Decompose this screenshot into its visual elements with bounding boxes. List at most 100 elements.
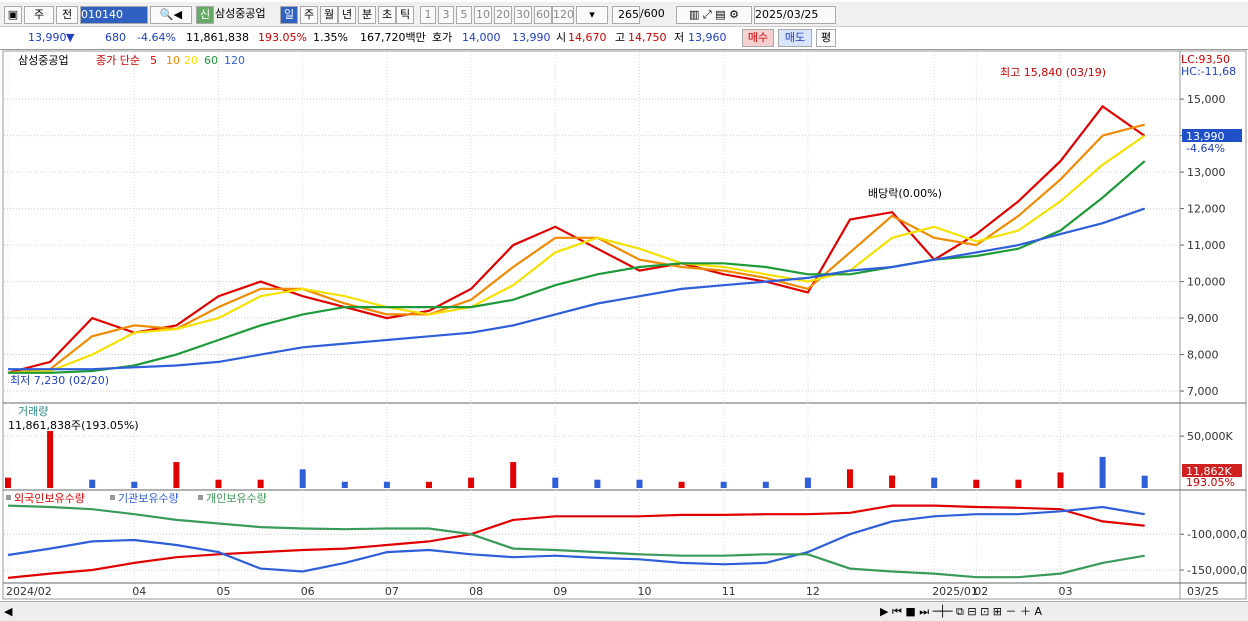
last-volume: 11,862K xyxy=(1186,465,1232,478)
change: 680 xyxy=(105,31,126,44)
toolbar: ▣ 주 전 010140 🔍◀ 신 삼성중공업 일 주 월 년 분 초 틱 1 … xyxy=(0,2,1248,27)
icon[interactable]: 신 xyxy=(196,6,214,24)
icon[interactable]: 🔍◀ xyxy=(150,6,192,24)
tools[interactable]: ▥ ⤢ ▤ ⚙ xyxy=(676,6,752,24)
x-tick-label: 04 xyxy=(132,585,146,598)
y-tick-label: 9,000 xyxy=(1187,312,1219,325)
series-line xyxy=(7,504,1145,579)
volume-bar xyxy=(5,477,11,488)
arrow: ▼ xyxy=(66,31,75,44)
price-box xyxy=(1182,129,1242,142)
legend-entry: 60 xyxy=(204,54,218,67)
volume-bar xyxy=(1015,479,1022,488)
interval-btn[interactable]: 3 xyxy=(438,6,454,24)
x-tick-label: 10 xyxy=(638,585,652,598)
code-input[interactable]: 010140 xyxy=(80,6,148,24)
volume-bar xyxy=(973,479,980,488)
series-line xyxy=(7,123,1145,374)
turnover: 1.35% xyxy=(313,31,348,44)
volume-bar xyxy=(594,479,601,488)
axis-note: HC:-11,68 xyxy=(1181,65,1236,78)
interval-btn[interactable]: 60 xyxy=(534,6,552,24)
date-input[interactable]: 2025/03/25 xyxy=(754,6,836,24)
volume: 11,861,838 xyxy=(186,31,249,44)
period-btn[interactable]: 주 xyxy=(300,6,318,24)
y-tick-label: 8,000 xyxy=(1187,349,1219,362)
price: 13,990 xyxy=(28,31,67,44)
y-tick-label: 11,000 xyxy=(1187,239,1226,252)
period-btn[interactable]: 초 xyxy=(378,6,396,24)
x-tick-label: 2024/02 xyxy=(6,585,52,598)
dropdown[interactable]: ▾ xyxy=(576,6,608,24)
volume-bar xyxy=(426,481,432,488)
legend-swatch xyxy=(6,495,11,500)
x-tick-label: 03 xyxy=(1059,585,1073,598)
count-max: /600 xyxy=(640,7,665,20)
interval-btn[interactable]: 10 xyxy=(474,6,492,24)
period-btn[interactable]: 틱 xyxy=(396,6,414,24)
bid: 13,990 xyxy=(512,31,551,44)
stock-name: 삼성중공업 xyxy=(215,7,266,20)
volume-box xyxy=(1182,464,1242,477)
period-btn[interactable]: 년 xyxy=(338,6,356,24)
panel-subtitle: 11,861,838주(193.05%) xyxy=(8,419,139,432)
legend-swatch xyxy=(110,495,115,500)
scroll-left[interactable]: ◀ xyxy=(4,605,13,618)
x-tick-label: 06 xyxy=(301,585,315,598)
period-btn[interactable]: 일 xyxy=(280,6,298,24)
legend-entry: 120 xyxy=(224,54,245,67)
y-tick-label: 7,000 xyxy=(1187,385,1219,398)
label: 호가 xyxy=(432,31,453,44)
legend-entry: 기관보유수량 xyxy=(118,492,179,505)
interval-btn[interactable]: 1 xyxy=(420,6,436,24)
interval-btn[interactable]: 20 xyxy=(494,6,512,24)
interval-btn[interactable]: 120 xyxy=(552,6,574,24)
legend-entry: 5 xyxy=(150,54,157,67)
axis-note: LC:93,50 xyxy=(1181,53,1230,66)
avg-button[interactable]: 평 xyxy=(816,29,836,47)
legend-label: 종가 단순 xyxy=(96,54,140,67)
interval-btn[interactable]: 30 xyxy=(514,6,532,24)
y-tick-label: 12,000 xyxy=(1187,203,1226,216)
buy-button[interactable]: 매수 xyxy=(742,29,774,47)
period-btn[interactable]: 분 xyxy=(358,6,376,24)
legend-entry: 20 xyxy=(184,54,198,67)
y-tick-label: 50,000K xyxy=(1187,430,1233,443)
volume-bar xyxy=(804,477,811,488)
market-select[interactable]: 전 xyxy=(56,6,78,24)
amount: 167,720백만 xyxy=(360,31,426,44)
end-date: 03/25 xyxy=(1187,585,1219,598)
interval-btn[interactable]: 5 xyxy=(456,6,472,24)
scrollbar[interactable]: ◀ ▶ ⏮ ■ ⏭ ─┼─ ⧉ ⊟ ⊡ ⊞ － ＋ A xyxy=(0,601,1248,621)
volume-bar xyxy=(889,475,896,488)
y-tick-label: 15,000 xyxy=(1187,93,1226,106)
legend-entry: 외국인보유수량 xyxy=(14,492,85,505)
volume-bar xyxy=(636,479,643,488)
icon[interactable]: ▣ xyxy=(4,6,22,24)
last-price: 13,990 xyxy=(1186,130,1225,143)
volume-bar xyxy=(468,477,475,488)
volume-bar xyxy=(552,477,559,488)
x-tick-label: 12 xyxy=(806,585,820,598)
quote-bar: 13,990 ▼ 680 -4.64% 11,861,838 193.05% 1… xyxy=(0,27,1248,50)
chart-title: 삼성중공업 xyxy=(18,54,69,67)
label: 저 xyxy=(674,31,685,44)
annotation: 최고 15,840 (03/19) xyxy=(1000,66,1106,79)
y-tick-label: 13,000 xyxy=(1187,166,1226,179)
sell-button[interactable]: 매도 xyxy=(778,29,812,47)
period-select[interactable]: 주 xyxy=(24,6,54,24)
volume-bar xyxy=(762,481,769,488)
period-btn[interactable]: 월 xyxy=(320,6,338,24)
change-rate: -4.64% xyxy=(137,31,176,44)
volume-bar xyxy=(1099,456,1106,488)
count-input[interactable]: 265 xyxy=(612,6,640,24)
series-line xyxy=(8,160,1146,374)
series-line xyxy=(8,207,1146,371)
nav[interactable]: ▶ ⏮ ■ ⏭ ─┼─ ⧉ ⊟ ⊡ ⊞ － ＋ A xyxy=(880,605,1043,618)
last-change: -4.64% xyxy=(1186,142,1225,155)
x-tick-label: 2025/01 xyxy=(932,585,978,598)
last-ratio: 193.05% xyxy=(1186,476,1235,489)
volume-bar xyxy=(510,462,517,488)
